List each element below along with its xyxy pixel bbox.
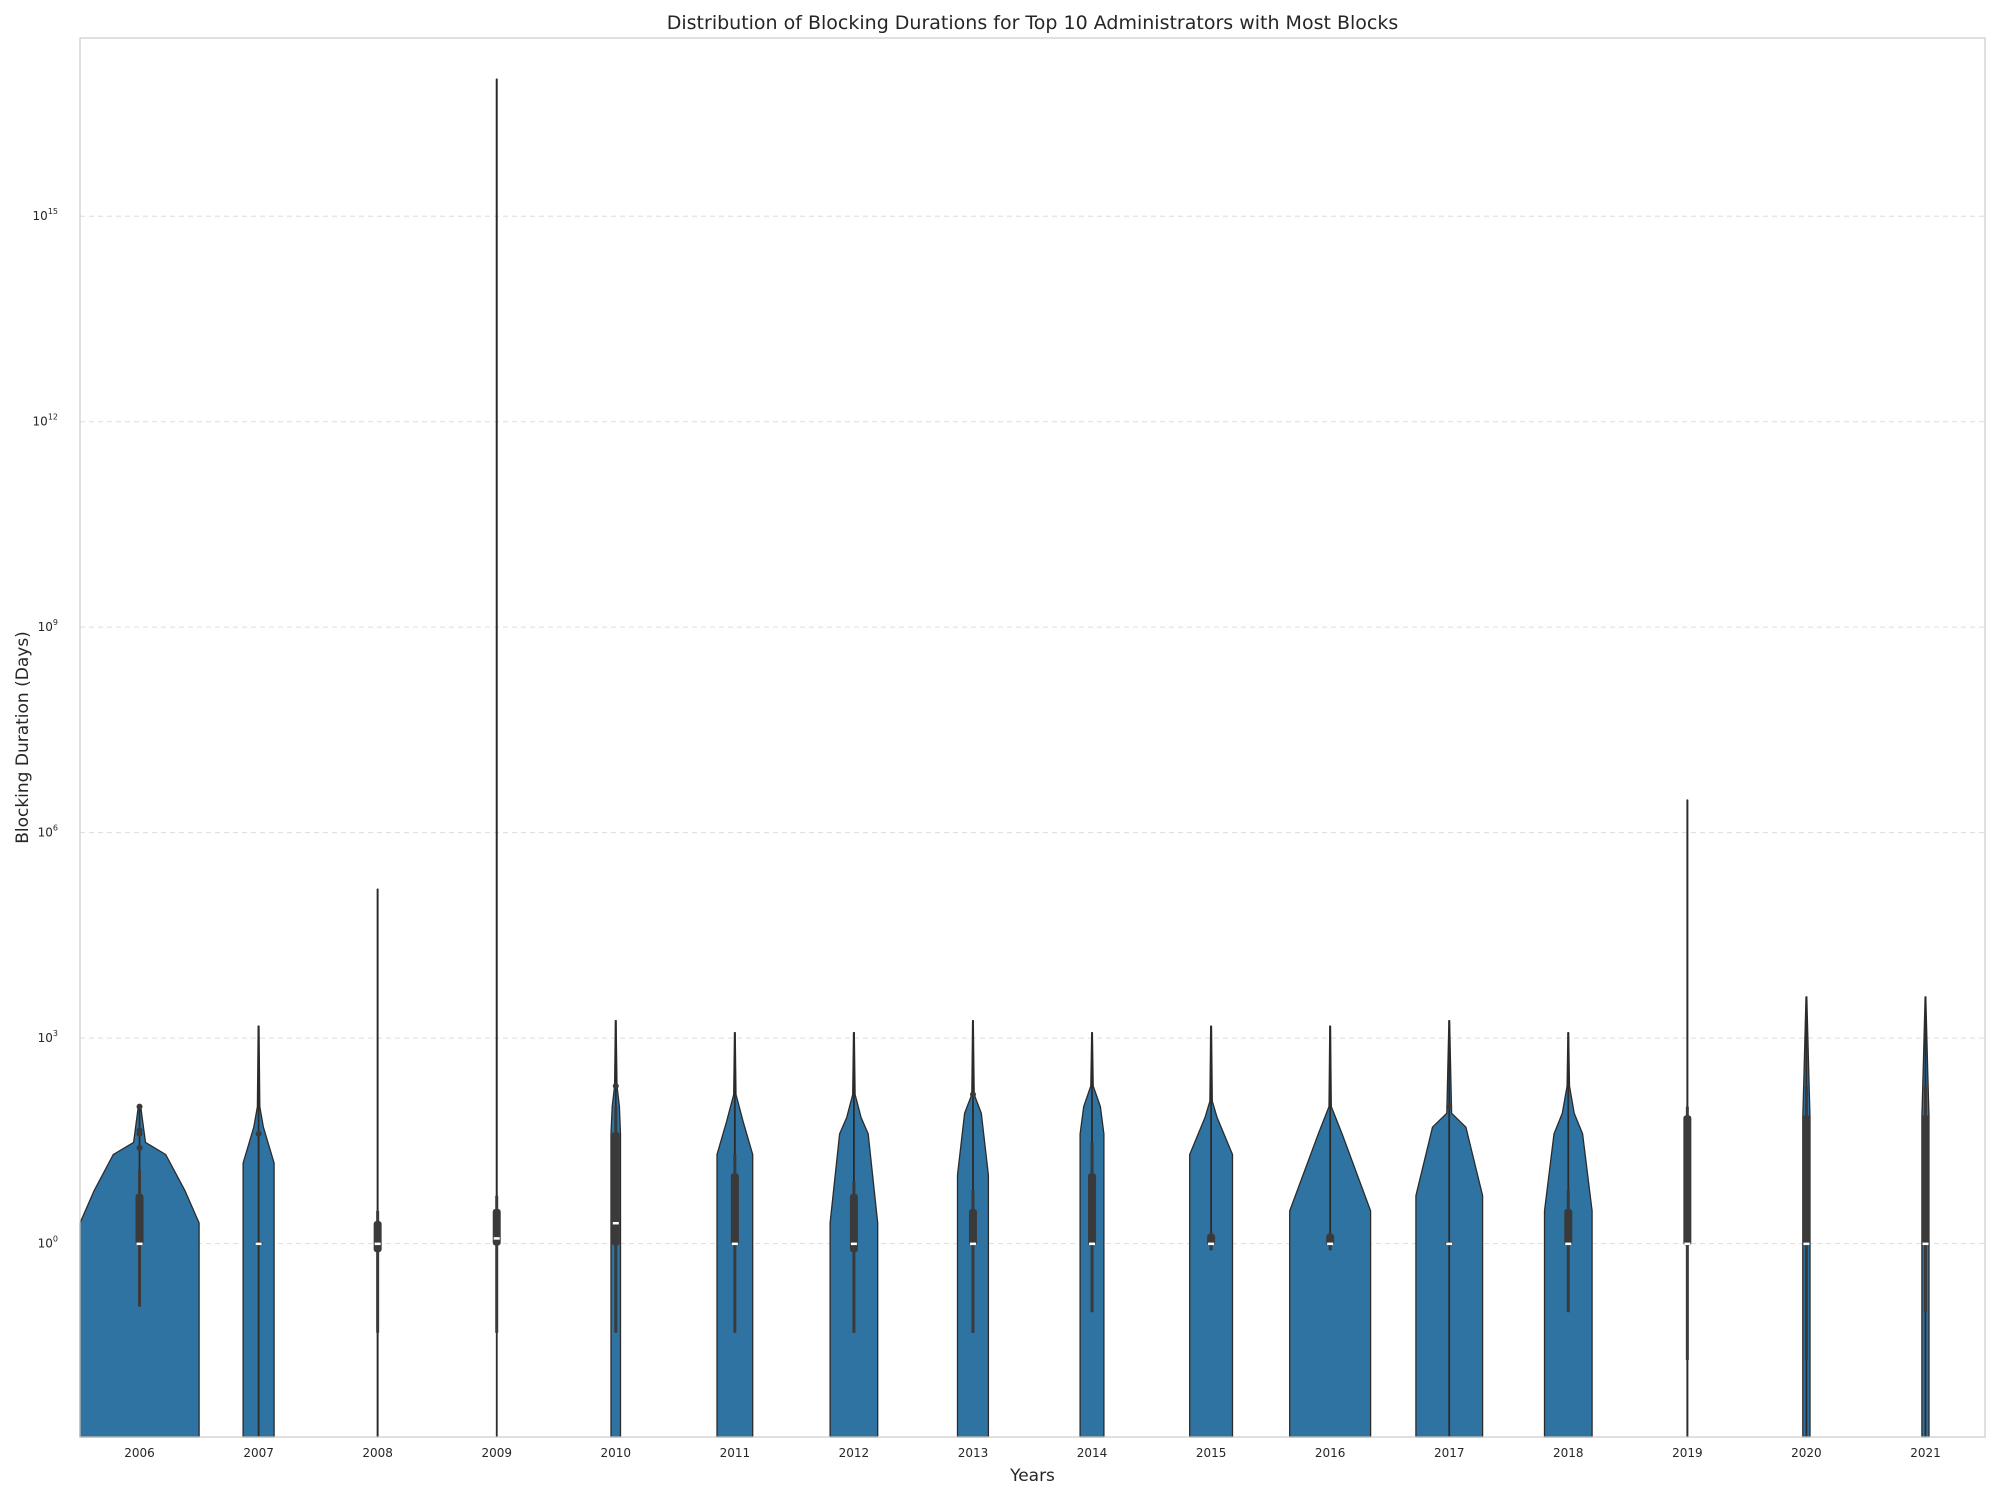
violin-median-marker (969, 1242, 976, 1246)
violin-iqr-box (730, 1173, 739, 1246)
violin-median-marker (1922, 1242, 1929, 1246)
x-tick-label: 2006 (124, 1446, 155, 1460)
violin-iqr-box (1802, 1115, 1811, 1246)
violin-iqr-box (849, 1193, 858, 1253)
x-tick-label: 2009 (481, 1446, 512, 1460)
tick-layer: 100 103 106 109 1012 1015 2006 2007 2008 2009 2010… (33, 207, 1941, 1460)
violin-outlier (136, 1144, 143, 1151)
x-tick-label: 2015 (1196, 1446, 1227, 1460)
y-tick-label: 100 (38, 1235, 58, 1251)
violin-iqr-box (611, 1131, 620, 1246)
violin-outlier (136, 1103, 143, 1110)
x-tick-label: 2014 (1077, 1446, 1108, 1460)
violin-median-marker (1208, 1242, 1215, 1246)
violin-median-marker (850, 1242, 857, 1246)
x-axis-label: Years (1009, 1466, 1055, 1486)
y-tick-label: 103 (38, 1029, 58, 1045)
violin-layer (79, 78, 1930, 1438)
violin-median-marker (731, 1242, 738, 1246)
y-tick-label: 106 (38, 824, 58, 840)
violin-median-marker (493, 1237, 500, 1240)
violin-median-marker (1565, 1242, 1572, 1246)
violin-iqr-box (135, 1193, 144, 1246)
x-tick-label: 2016 (1315, 1446, 1346, 1460)
violin-median-marker (1684, 1242, 1691, 1246)
violin-median-marker (1446, 1242, 1453, 1246)
x-tick-label: 2011 (720, 1446, 751, 1460)
y-tick-label: 109 (38, 618, 58, 634)
violin-iqr-box (1564, 1208, 1573, 1246)
violin-outlier (255, 1130, 262, 1137)
violin-median-marker (1089, 1242, 1096, 1246)
y-tick-label: 1015 (33, 207, 58, 223)
grid-layer (80, 215, 1985, 1245)
violin-median-marker (1327, 1242, 1334, 1246)
violin-outlier (136, 1127, 143, 1134)
x-tick-label: 2007 (243, 1446, 274, 1460)
x-tick-label: 2013 (958, 1446, 989, 1460)
violin-iqr-box (373, 1220, 382, 1253)
chart-title: Distribution of Blocking Durations for T… (667, 12, 1399, 34)
plot-frame (79, 37, 1986, 1438)
violin-outlier (969, 1091, 976, 1098)
x-tick-label: 2012 (839, 1446, 870, 1460)
violin-iqr-box (492, 1208, 501, 1246)
x-tick-label: 2018 (1553, 1446, 1584, 1460)
violin-iqr-box (1921, 1115, 1930, 1246)
y-tick-label: 1012 (33, 413, 58, 429)
violin-median-marker (612, 1221, 619, 1225)
violin-iqr-box (1683, 1115, 1692, 1246)
violin-median-marker (136, 1242, 143, 1246)
y-axis-label: Blocking Duration (Days) (13, 631, 33, 844)
violin-iqr-box (1088, 1173, 1097, 1246)
x-tick-label: 2020 (1791, 1446, 1822, 1460)
violin-outlier (612, 1082, 619, 1089)
violin-iqr-box (968, 1208, 977, 1246)
x-tick-label: 2021 (1910, 1446, 1941, 1460)
violin-median-marker (374, 1242, 381, 1246)
violin-median-marker (1803, 1242, 1810, 1246)
x-tick-label: 2017 (1434, 1446, 1465, 1460)
x-tick-label: 2008 (362, 1446, 393, 1460)
violin-median-marker (255, 1242, 262, 1246)
violin-outlier (1446, 1103, 1453, 1110)
x-tick-label: 2019 (1672, 1446, 1703, 1460)
x-tick-label: 2010 (601, 1446, 632, 1460)
